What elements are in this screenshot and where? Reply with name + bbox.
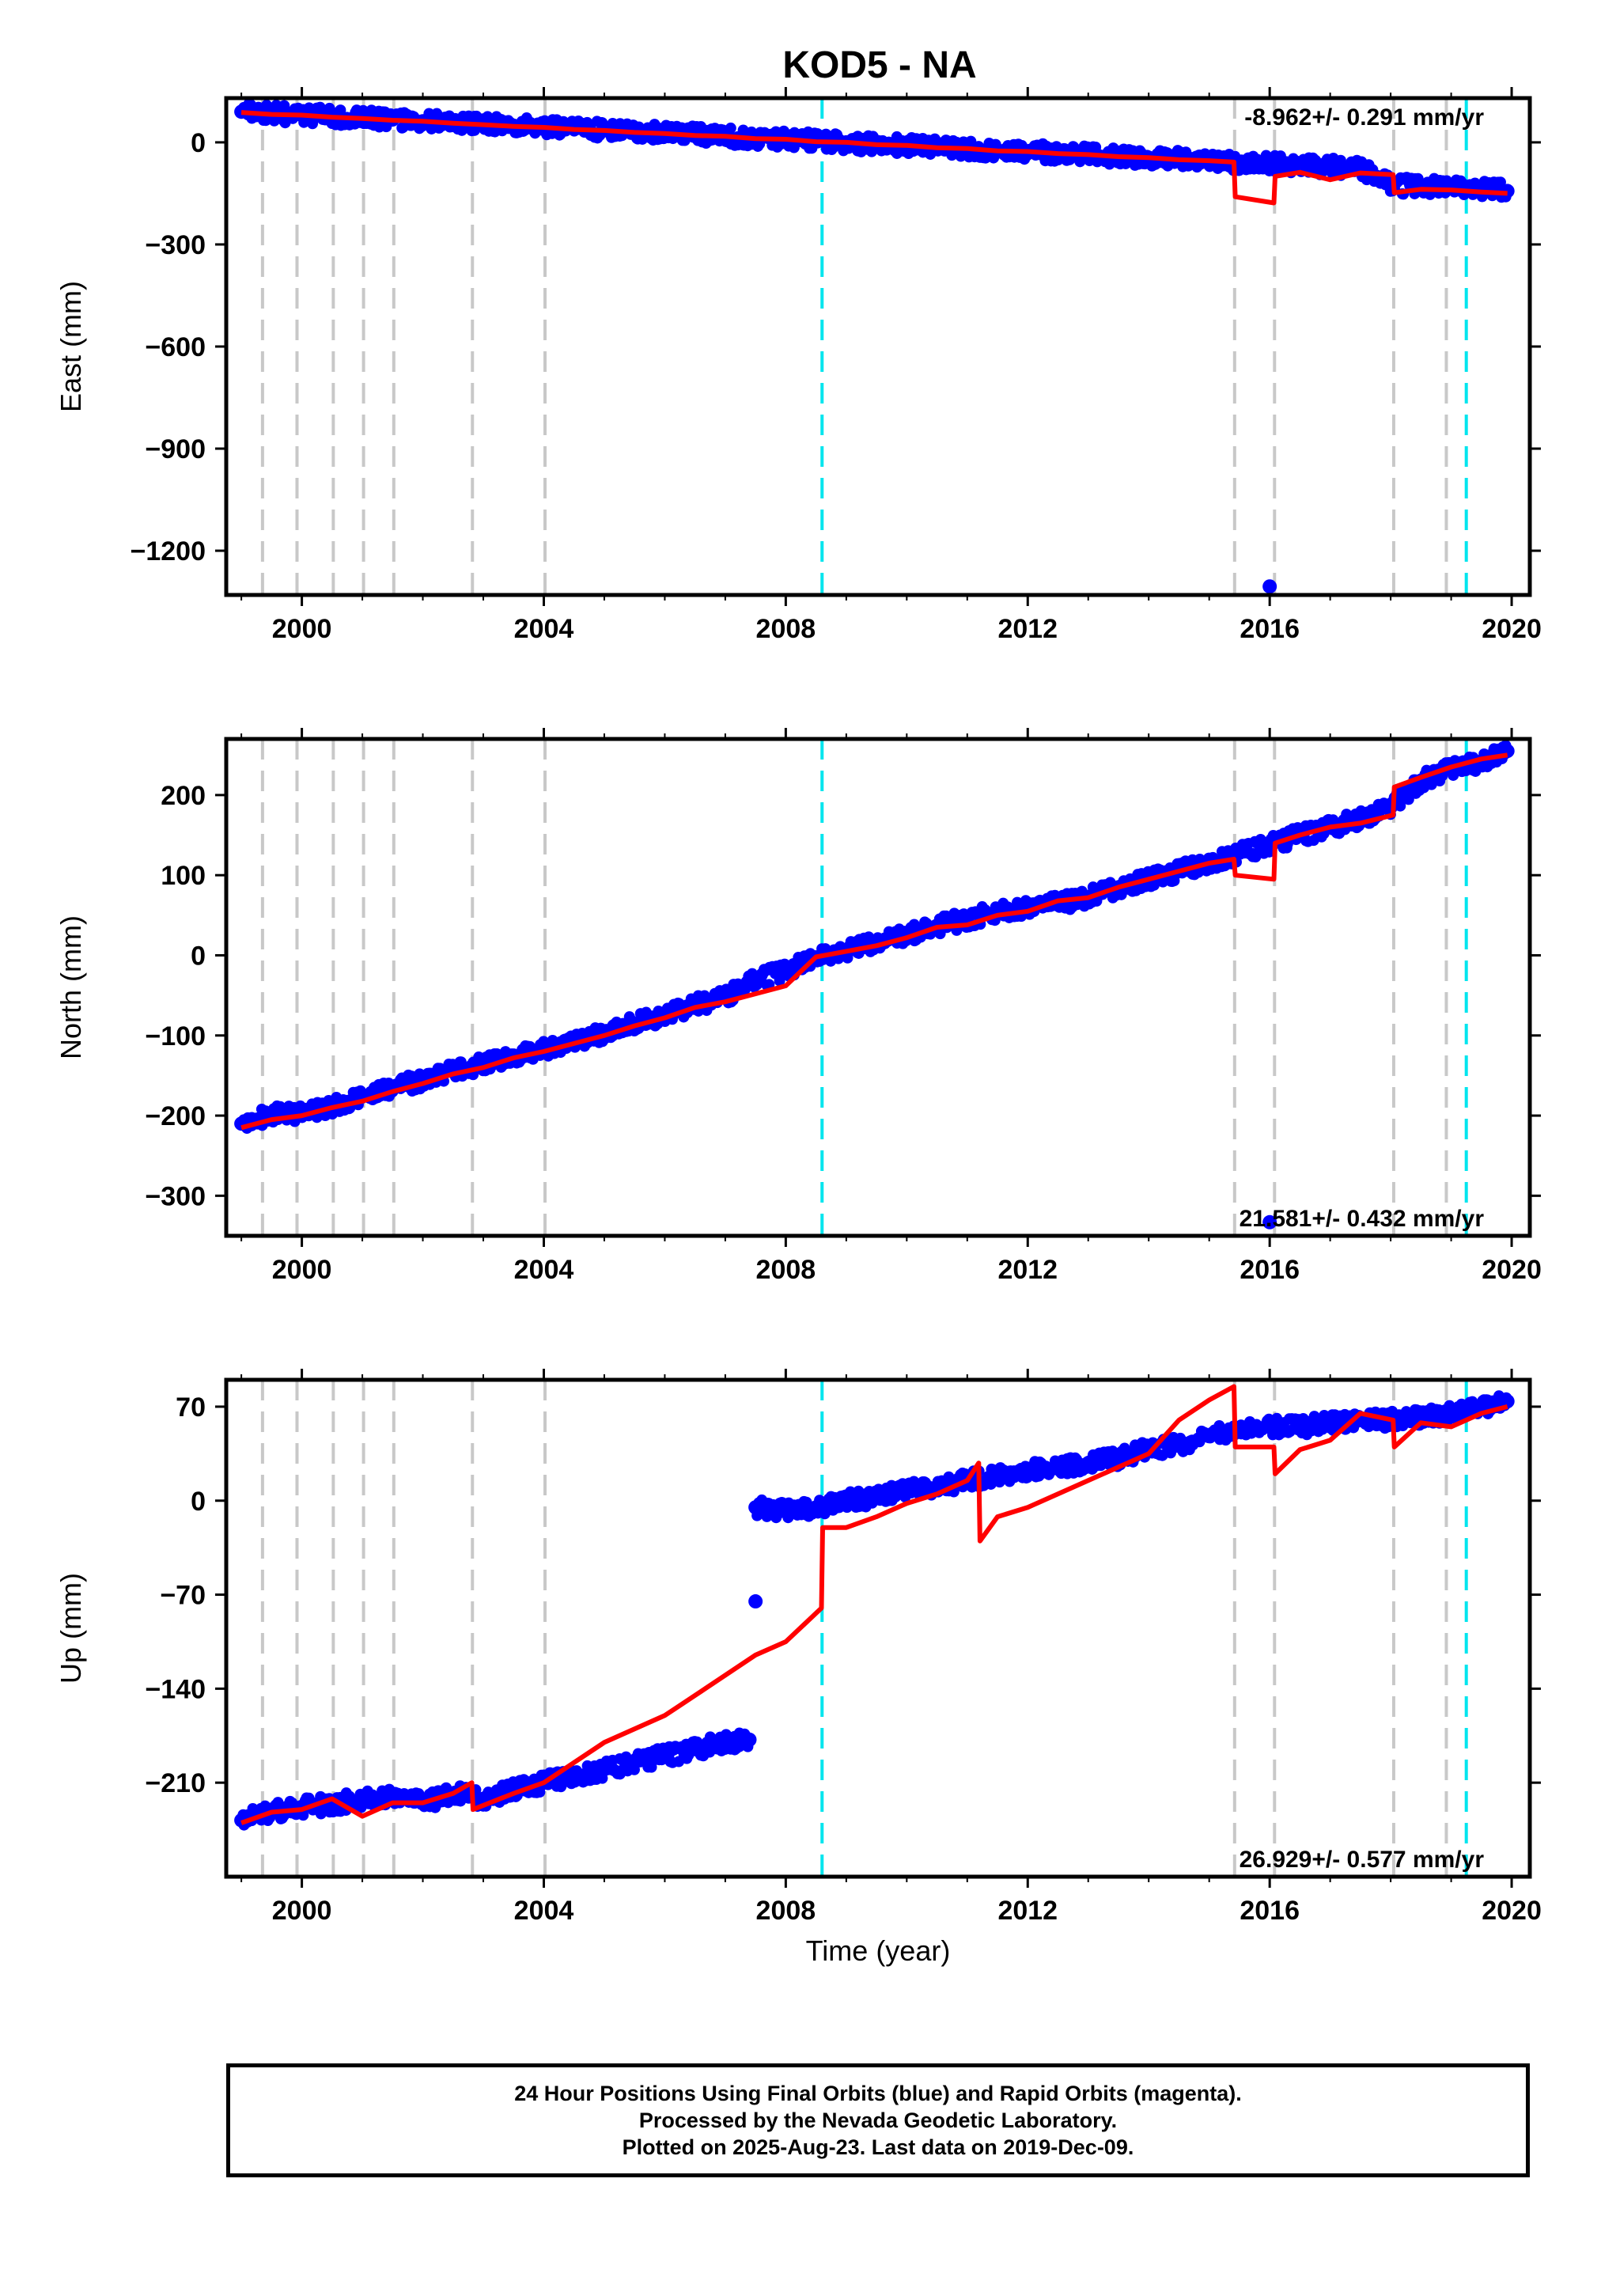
x-tick-label: 2004 bbox=[514, 1896, 574, 1926]
x-tick-label: 2016 bbox=[1240, 1255, 1300, 1285]
final-orbit-point bbox=[1262, 1214, 1277, 1229]
north-panel: 2000 2004 2008 2012 2016 2020 200 100 0 −100 −200 −… bbox=[55, 728, 1542, 1285]
x-tick-label: 2012 bbox=[997, 614, 1058, 644]
velocity-rate-label: -8.962+/- 0.291 mm/yr bbox=[1244, 104, 1484, 131]
plot-frame bbox=[224, 737, 1532, 1238]
y-tick-label: −300 bbox=[145, 1181, 206, 1211]
y-tick-label: 0 bbox=[191, 941, 206, 971]
x-tick-label: 2008 bbox=[756, 1896, 816, 1926]
final-orbit-point bbox=[272, 1797, 284, 1809]
y-tick-label: 100 bbox=[161, 861, 206, 891]
final-orbit-point bbox=[908, 919, 920, 930]
y-tick-label: −900 bbox=[145, 434, 206, 464]
y-tick-label: 0 bbox=[191, 128, 206, 158]
y-tick-label: 200 bbox=[161, 781, 206, 811]
final-orbit-point bbox=[297, 1809, 309, 1821]
footer-note-box: 24 Hour Positions Using Final Orbits (bl… bbox=[226, 2063, 1530, 2177]
y-tick-label: −300 bbox=[145, 230, 206, 260]
velocity-rate-label: 26.929+/- 0.577 mm/yr bbox=[1240, 1847, 1485, 1873]
y-tick-label: −140 bbox=[145, 1674, 206, 1704]
x-tick-label: 2016 bbox=[1240, 1896, 1300, 1926]
y-tick-label: −600 bbox=[145, 332, 206, 362]
x-tick-label: 2008 bbox=[756, 1255, 816, 1285]
final-orbit-point bbox=[423, 108, 435, 119]
plot-frame bbox=[224, 1377, 1532, 1879]
model-line bbox=[240, 110, 1508, 206]
final-orbit-point bbox=[742, 1732, 757, 1747]
x-tick-label: 2020 bbox=[1482, 1255, 1542, 1285]
y-axis-label: Up (mm) bbox=[55, 1573, 87, 1684]
footer-line-processed: Processed by the Nevada Geodetic Laborat… bbox=[638, 2108, 1118, 2132]
y-tick-label: −70 bbox=[160, 1581, 206, 1611]
plot-area bbox=[234, 98, 1515, 595]
plot-area bbox=[234, 1380, 1515, 1877]
velocity-rate-label: 21.581+/- 0.432 mm/yr bbox=[1240, 1206, 1485, 1232]
final-orbit-point bbox=[800, 1496, 812, 1508]
final-orbit-point bbox=[298, 116, 310, 128]
x-tick-label: 2020 bbox=[1482, 614, 1542, 644]
final-orbit-point bbox=[1494, 176, 1506, 188]
y-axis-label: East (mm) bbox=[55, 281, 87, 412]
x-tick-label: 2020 bbox=[1482, 1896, 1542, 1926]
x-axis-label: Time (year) bbox=[806, 1934, 951, 1967]
final-orbit-point bbox=[748, 1594, 763, 1609]
x-tick-label: 2004 bbox=[514, 1255, 574, 1285]
x-tick-label: 2000 bbox=[272, 614, 332, 644]
y-axis-label: North (mm) bbox=[55, 915, 87, 1059]
plot-area bbox=[234, 739, 1515, 1236]
x-tick-label: 2000 bbox=[272, 1255, 332, 1285]
x-tick-label: 2016 bbox=[1240, 614, 1300, 644]
y-tick-label: −1200 bbox=[131, 536, 206, 566]
footer-line-plotted: Plotted on 2025-Aug-23. Last data on 201… bbox=[622, 2135, 1134, 2159]
x-tick-label: 2012 bbox=[997, 1896, 1058, 1926]
y-tick-label: −100 bbox=[145, 1021, 206, 1051]
x-tick-label: 2012 bbox=[997, 1255, 1058, 1285]
figure-title: KOD5 - NA bbox=[782, 44, 976, 86]
final-orbit-point bbox=[725, 122, 736, 134]
final-orbit-point bbox=[1500, 1394, 1515, 1409]
x-tick-label: 2008 bbox=[756, 614, 816, 644]
y-tick-label: 0 bbox=[191, 1487, 206, 1517]
x-tick-label: 2004 bbox=[514, 614, 574, 644]
model-line bbox=[240, 1384, 1508, 1825]
y-tick-label: −210 bbox=[145, 1768, 206, 1798]
y-tick-label: −200 bbox=[145, 1101, 206, 1131]
x-tick-label: 2000 bbox=[272, 1896, 332, 1926]
final-orbit-point bbox=[1262, 579, 1277, 594]
footer-line-orbits: 24 Hour Positions Using Final Orbits (bl… bbox=[514, 2082, 1242, 2105]
up-panel: 2000 2004 2008 2012 2016 2020 70 0 −70 −140 −210 Up… bbox=[55, 1369, 1542, 1926]
y-tick-label: 70 bbox=[176, 1392, 206, 1423]
east-panel: 2000 2004 2008 2012 2016 2020 0 −300 −600 −900 −12… bbox=[55, 87, 1542, 644]
final-orbit-point bbox=[751, 1510, 763, 1521]
model-line bbox=[240, 752, 1508, 1131]
